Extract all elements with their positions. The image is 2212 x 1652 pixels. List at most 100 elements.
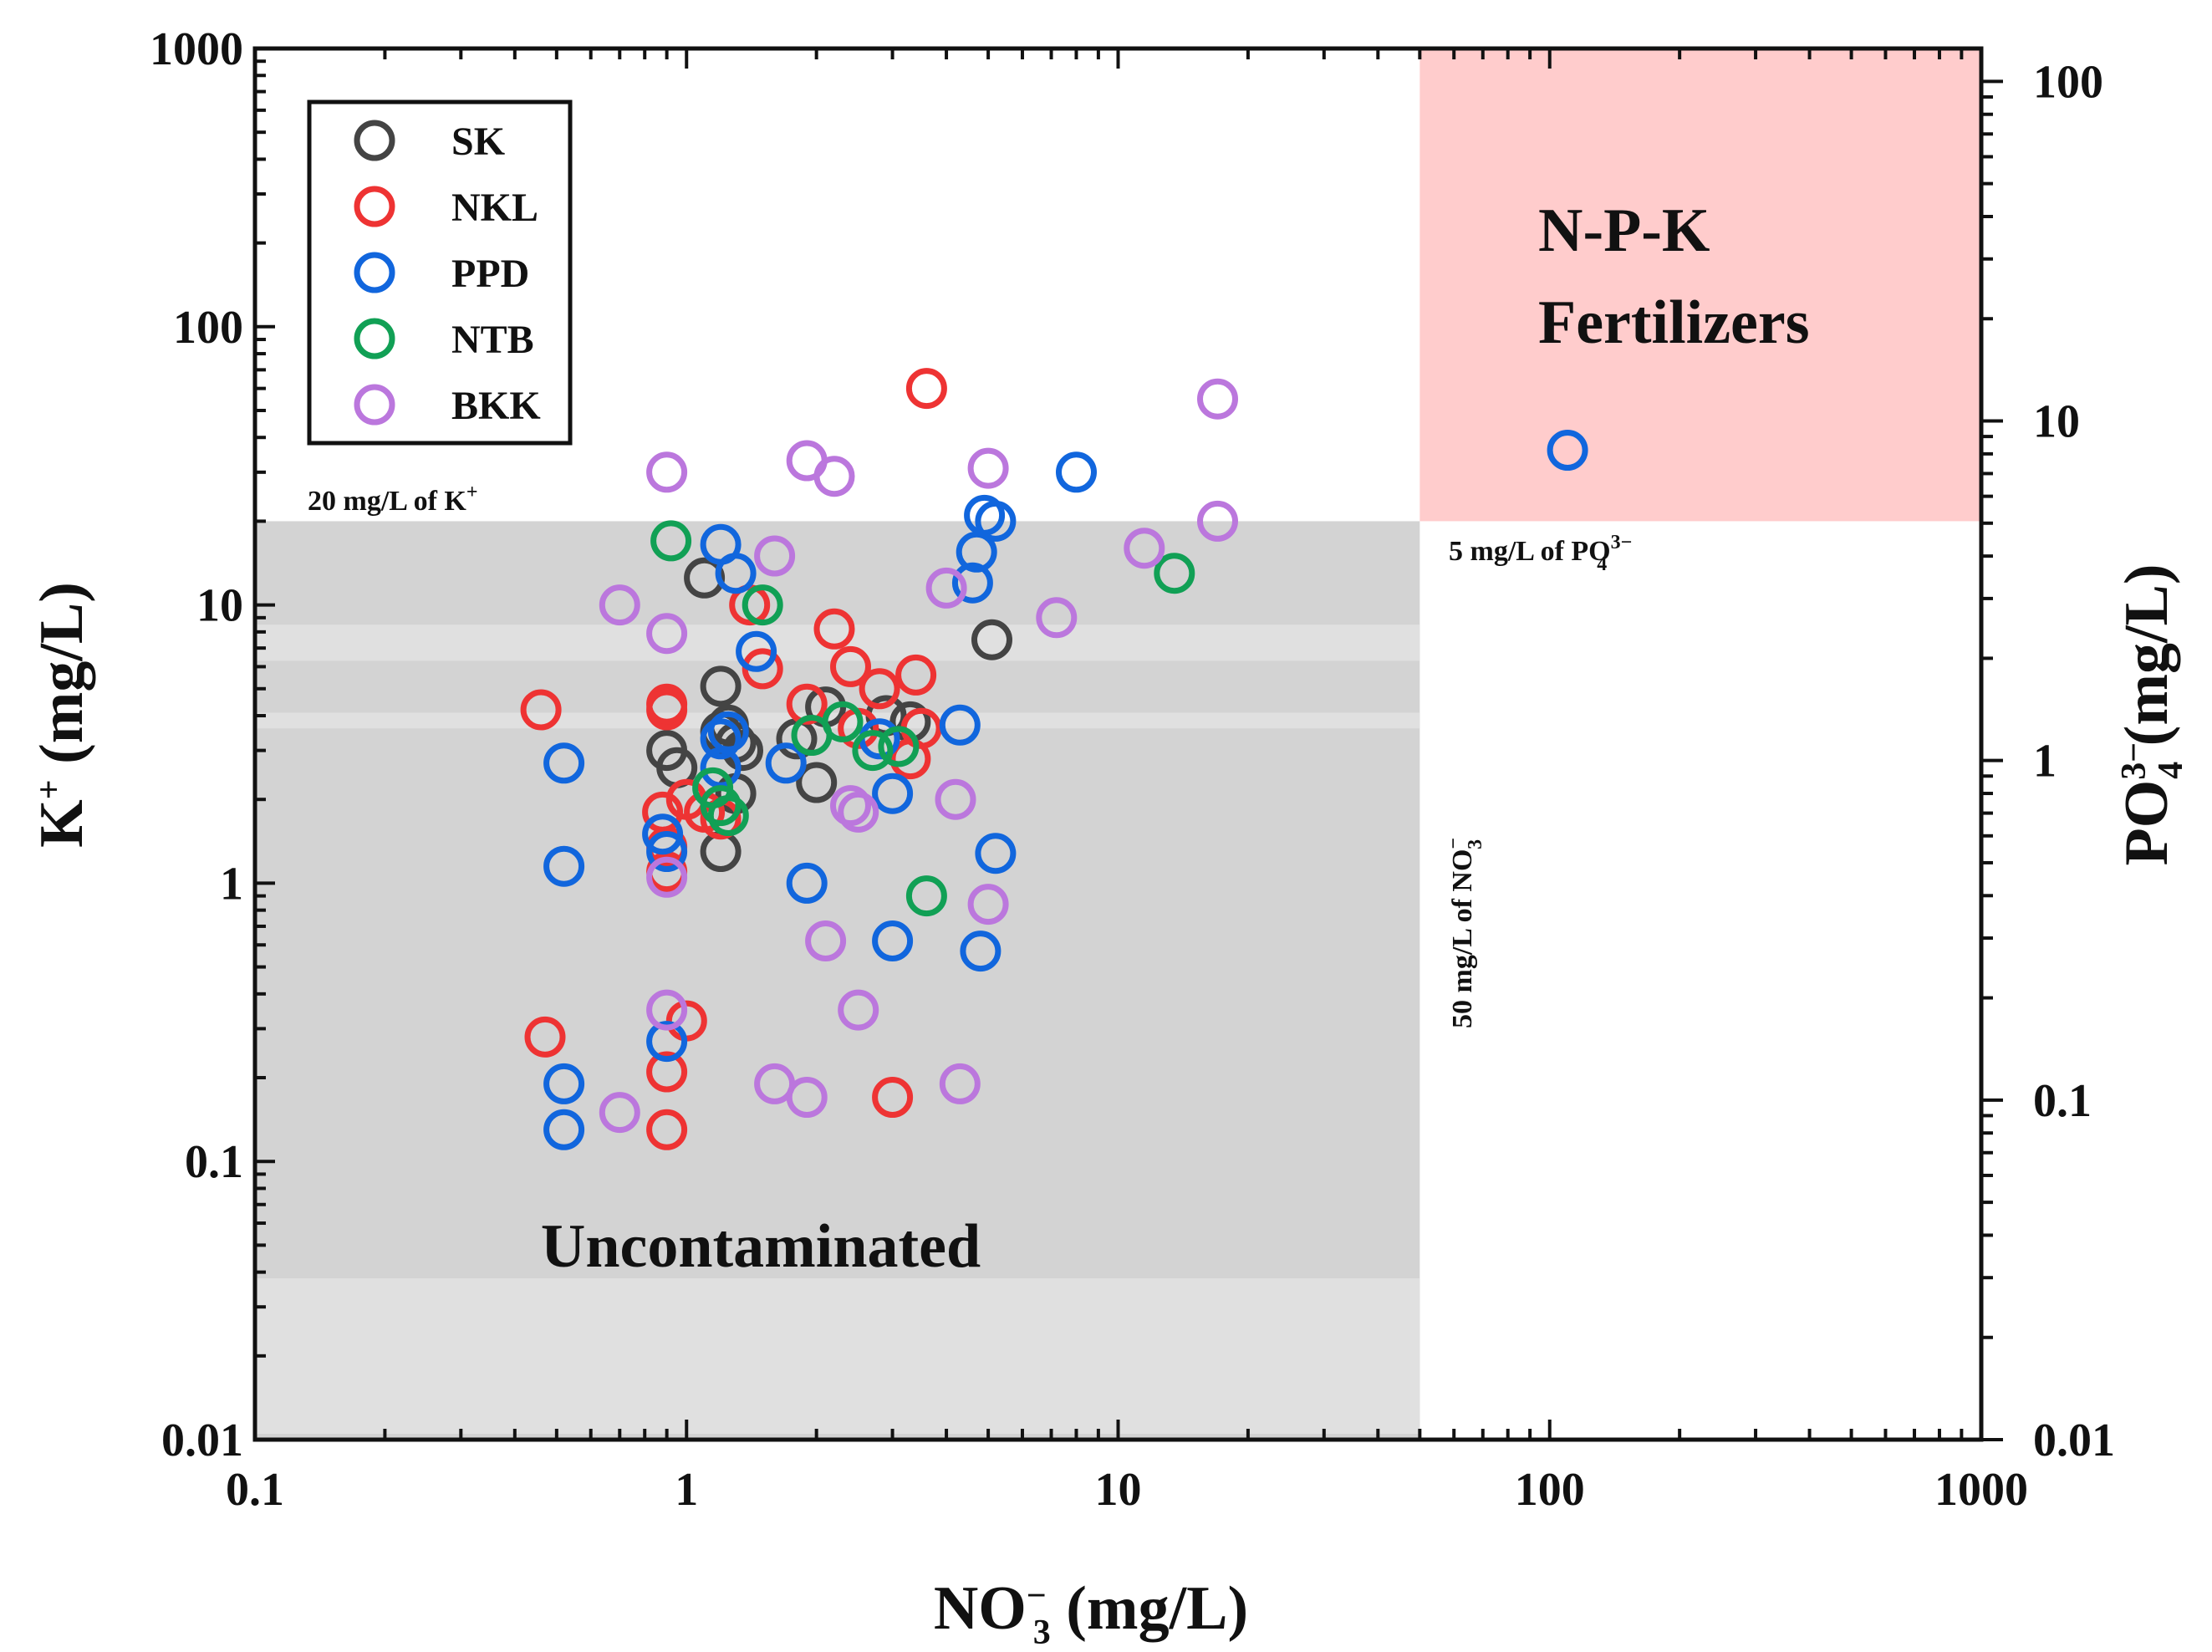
data-point-bkk: [646, 989, 688, 1031]
data-point-bkk: [813, 456, 855, 497]
data-point-ppd: [543, 1109, 585, 1150]
data-point-ntb: [707, 795, 749, 836]
data-point-ppd: [543, 742, 585, 784]
data-point-ntb: [742, 584, 783, 626]
no3-threshold-annotation: 50 mg/L of NO−3: [1443, 838, 1486, 1028]
y-tick-label: 0.1: [185, 1136, 243, 1188]
data-point-bkk: [1197, 500, 1238, 542]
data-point-bkk: [1197, 378, 1238, 420]
data-point-ntb: [852, 730, 894, 772]
data-point-bkk: [599, 1092, 640, 1134]
legend-marker-sk: [354, 120, 395, 161]
y2-tick-label: 100: [2033, 56, 2103, 108]
region-label-fertilizers: Fertilizers: [1538, 288, 1810, 357]
data-point-ppd: [951, 562, 993, 604]
legend-box: [307, 99, 573, 446]
legend: SK NKL PPD NTB BKK: [307, 99, 573, 446]
data-point-ntb: [878, 726, 920, 767]
data-point-nkl: [786, 683, 828, 725]
data-point-nkl: [872, 1077, 914, 1118]
x-tick-label: 10: [1095, 1464, 1142, 1516]
legend-label-ppd: PPD: [451, 252, 529, 296]
legend-label-ntb: NTB: [451, 318, 534, 362]
legend-label-sk: SK: [451, 120, 505, 164]
data-point-ntb: [650, 520, 692, 562]
x-tick-label: 0.1: [226, 1464, 284, 1516]
data-point-bkk: [935, 778, 976, 820]
data-point-ppd: [939, 704, 981, 746]
data-point-bkk: [830, 785, 871, 827]
x-axis-title: NO− 3 (mg/L): [934, 1574, 1248, 1652]
data-point-nkl: [646, 1109, 688, 1150]
data-point-ppd: [543, 845, 585, 887]
data-point-bkk: [646, 451, 688, 493]
data-point-ppd: [646, 831, 688, 872]
y2-tick-label: 10: [2033, 396, 2080, 448]
data-point-bkk: [939, 1063, 981, 1104]
data-point-ntb: [822, 701, 864, 742]
y-tick-label: 10: [196, 580, 243, 632]
data-point-bkk: [754, 535, 796, 577]
legend-marker-ntb: [354, 318, 395, 359]
data-point-nkl: [524, 1016, 566, 1058]
data-point-bkk: [786, 1077, 828, 1118]
legend-marker-nkl: [354, 186, 395, 227]
legend-label-nkl: NKL: [451, 186, 538, 230]
y-axis-title: K+ (mg/L): [28, 582, 96, 848]
y2-tick-label: 0.1: [2033, 1075, 2092, 1127]
data-point-ppd: [543, 1063, 585, 1104]
data-point-sk: [684, 557, 726, 599]
data-point-ppd: [715, 553, 757, 594]
x-tick-label: 1: [675, 1464, 698, 1516]
y-tick-label: 1: [220, 858, 243, 910]
data-point-ppd: [872, 772, 914, 814]
data-point-nkl: [520, 689, 562, 731]
data-point-bkk: [838, 989, 879, 1031]
data-point-bkk: [599, 584, 640, 626]
po4-threshold-annotation: 5 mg/L of PO3− 4: [1449, 532, 1632, 575]
data-point-ppd: [956, 531, 997, 573]
data-point-bkk: [925, 567, 967, 609]
data-point-ppd: [642, 813, 684, 855]
axes: 0.1 1 10 100 10000.010.111010010000.010.1110…: [150, 23, 2115, 1516]
data-point-sk: [700, 665, 742, 707]
y2-tick-label: 1: [2033, 736, 2057, 788]
data-point-nkl: [646, 1051, 688, 1093]
y-tick-label: 100: [173, 302, 243, 354]
data-points: [520, 368, 1588, 1150]
data-point-ppd: [975, 500, 1017, 542]
data-point-ppd: [872, 920, 914, 961]
data-point-bkk: [967, 447, 1009, 489]
data-point-bkk: [1036, 597, 1078, 639]
y2-tick-label: 0.01: [2033, 1415, 2115, 1466]
k-threshold-annotation: 20 mg/L of K+: [308, 482, 478, 517]
data-point-ppd: [960, 931, 1002, 972]
light-band: [255, 1278, 1420, 1434]
data-point-nkl: [859, 668, 900, 710]
data-point-ppd: [765, 742, 807, 784]
data-point-sk: [971, 619, 1012, 660]
data-point-nkl: [895, 654, 937, 696]
data-point-ntb: [700, 785, 742, 827]
y-tick-label: 0.01: [161, 1415, 243, 1466]
data-point-ppd: [707, 711, 749, 752]
data-point-ppd: [786, 862, 828, 904]
data-point-sk: [796, 762, 838, 803]
data-point-bkk: [1124, 528, 1165, 569]
data-point-bkk: [805, 920, 847, 961]
legend-marker-ppd: [354, 252, 395, 293]
data-point-bkk: [646, 613, 688, 655]
data-point-nkl: [830, 645, 871, 687]
data-point-ppd: [700, 718, 742, 760]
data-point-bkk: [646, 856, 688, 898]
data-point-bkk: [967, 884, 1009, 925]
fertilizer-region: [1419, 48, 1981, 522]
data-point-ppd: [646, 1021, 688, 1063]
region-label-npk: N-P-K: [1538, 196, 1710, 265]
y2-axis-title: PO3−4 (mg/L): [2113, 563, 2190, 865]
data-point-nkl: [813, 608, 855, 650]
data-point-nkl: [742, 648, 783, 690]
data-point-ntb: [1154, 553, 1195, 594]
region-label-uncontaminated: Uncontaminated: [541, 1212, 981, 1281]
